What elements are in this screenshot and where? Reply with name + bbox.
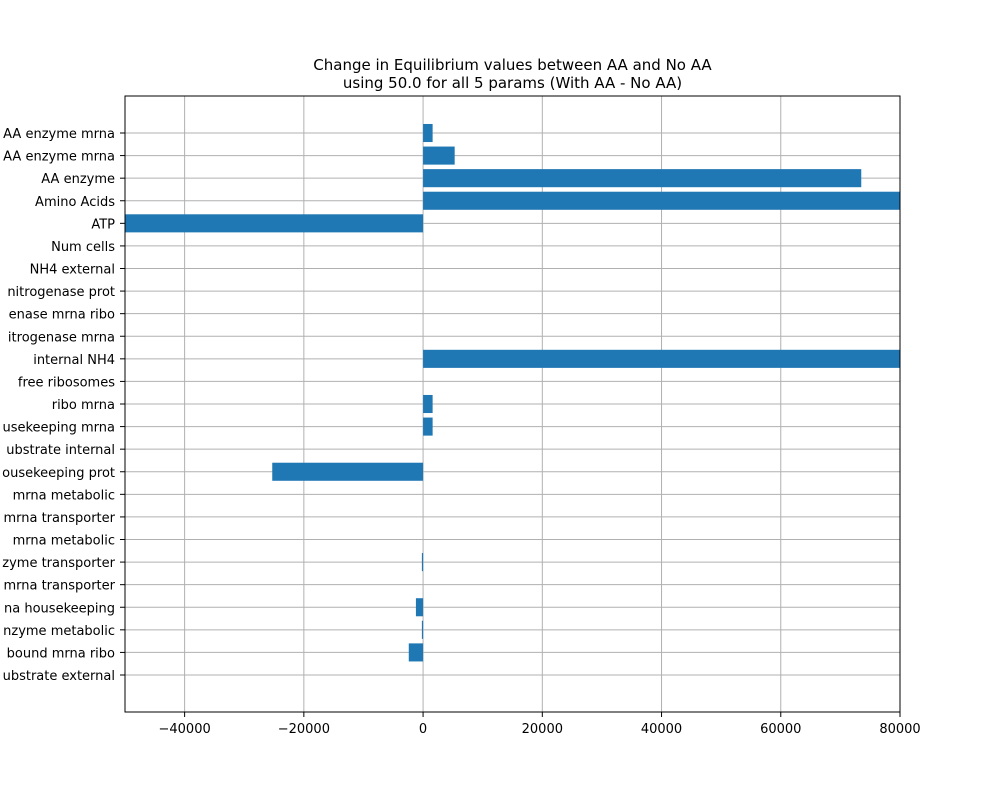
x-tick-label: 20000: [522, 722, 563, 737]
y-tick-label: mrna metabolic: [13, 488, 115, 503]
x-tick-label: 60000: [760, 722, 801, 737]
y-tick-label: Amino Acids: [35, 195, 115, 210]
chart-title: Change in Equilibrium values between AA …: [313, 56, 712, 74]
bar: [408, 643, 424, 662]
x-tick-label: −40000: [158, 722, 210, 737]
y-tick-label: zyme transporter: [2, 556, 115, 571]
chart-subtitle: using 50.0 for all 5 params (With AA - N…: [343, 74, 682, 92]
bar: [423, 146, 455, 165]
y-tick-label: Num cells: [51, 240, 115, 255]
y-tick-label: nitrogenase prot: [7, 285, 115, 300]
y-tick-label: bound mrna ribo: [7, 646, 115, 661]
bar: [125, 214, 424, 233]
x-tick-label: 0: [419, 722, 427, 737]
y-tick-label: ousekeeping prot: [2, 466, 115, 481]
y-tick-label: ATP: [91, 217, 115, 232]
y-tick-label: internal NH4: [33, 353, 115, 368]
bar: [423, 123, 433, 143]
bar: [423, 191, 900, 210]
bar: [272, 462, 424, 481]
y-tick-label: mrna metabolic: [13, 534, 115, 549]
y-tick-label: na housekeeping: [4, 601, 115, 616]
y-tick-label: mrna transporter: [3, 511, 115, 526]
y-tick-label: mrna transporter: [3, 579, 115, 594]
bar: [423, 169, 862, 188]
y-ticks: AA enzyme mrna AA enzyme mrna AA enzyme Ami…: [2, 127, 125, 684]
x-tick-label: 40000: [641, 722, 682, 737]
y-tick-label: enase mrna ribo: [9, 308, 115, 323]
bar: [423, 349, 900, 368]
y-tick-label: ubstrate external: [3, 669, 115, 684]
grid-lines: [125, 96, 901, 712]
x-tick-label: −20000: [278, 722, 330, 737]
y-tick-label: ribo mrna: [52, 398, 115, 413]
bar: [421, 553, 424, 572]
x-ticks: −40000 −20000 0 20000 40000 60000 80000: [158, 712, 921, 737]
y-tick-label: AA enzyme mrna: [3, 150, 115, 165]
bars: [125, 123, 900, 662]
bar: [415, 598, 424, 617]
y-tick-label: AA enzyme mrna: [3, 127, 115, 142]
x-tick-label: 80000: [879, 722, 920, 737]
y-tick-label: usekeeping mrna: [2, 421, 115, 436]
y-tick-label: itrogenase mrna: [8, 330, 115, 345]
bar: [421, 620, 424, 639]
plot-frame: [124, 95, 901, 713]
y-tick-label: nzyme metabolic: [3, 624, 115, 639]
y-tick-label: AA enzyme: [41, 172, 115, 187]
bar: [423, 417, 433, 436]
y-tick-label: ubstrate internal: [6, 443, 115, 458]
y-tick-label: NH4 external: [30, 263, 115, 278]
bar: [423, 394, 433, 414]
y-tick-label: free ribosomes: [18, 375, 115, 390]
